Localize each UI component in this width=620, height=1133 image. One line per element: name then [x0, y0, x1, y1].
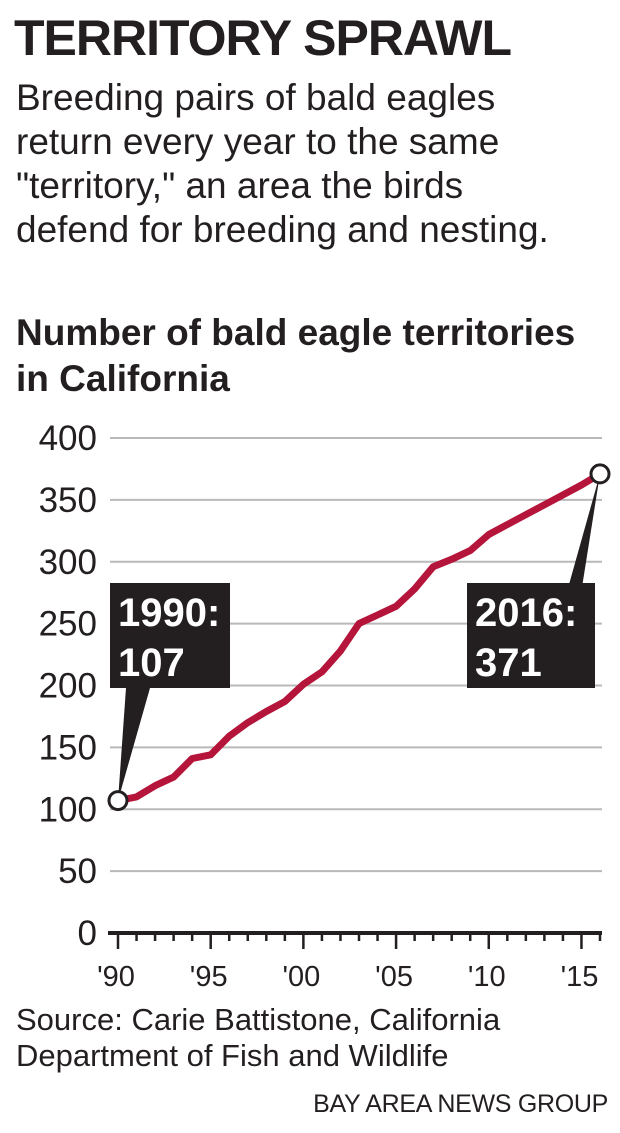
y-tick-label: 400	[39, 419, 97, 458]
data-point	[337, 647, 344, 654]
data-point	[559, 491, 566, 498]
callout-pointer	[540, 473, 600, 688]
credit-line: BAY AREA NEWS GROUP	[313, 1090, 608, 1118]
data-point	[170, 774, 177, 781]
endpoint-marker	[589, 463, 611, 485]
data-point	[411, 585, 418, 592]
data-point	[504, 521, 511, 528]
x-tick-label: '95	[190, 961, 228, 993]
data-point	[281, 698, 288, 705]
data-point	[356, 620, 362, 627]
callout-label-value: 107	[118, 641, 185, 685]
endpoint-marker	[107, 790, 129, 812]
callouts: 1990: 107 2016: 371	[107, 463, 611, 812]
data-point	[207, 751, 214, 758]
line-chart: 0 50 100 150 200 250 300 350 400 '90 '95 '00 '05 '10…	[39, 419, 611, 993]
x-tick-label: '05	[375, 961, 413, 993]
data-point	[430, 563, 437, 570]
graphic-title: TERRITORY SPRAWL	[14, 10, 512, 66]
y-tick-label: 50	[58, 852, 97, 891]
callout-box	[110, 583, 230, 688]
data-point	[226, 733, 233, 740]
data-point	[541, 501, 548, 508]
data-point	[318, 668, 325, 675]
x-tick-label: '00	[282, 961, 320, 993]
data-point	[467, 547, 474, 554]
x-tick-label: '90	[97, 961, 135, 993]
data-point	[374, 611, 381, 618]
data-point	[244, 719, 251, 726]
source-note: Source: Carie Battistone, California Dep…	[16, 1002, 501, 1073]
y-tick-label: 150	[39, 728, 97, 767]
callout-label-year: 2016:	[475, 591, 577, 635]
data-point	[485, 531, 492, 538]
data-point	[578, 482, 585, 489]
data-point	[300, 681, 307, 688]
data-point	[263, 708, 270, 715]
y-tick-label: 200	[39, 667, 97, 706]
y-tick-label: 300	[39, 543, 97, 582]
data-point	[189, 755, 196, 762]
data-point	[152, 782, 159, 789]
y-axis-tick-labels: 0 50 100 150 200 250 300 350 400	[39, 419, 97, 953]
callout-label-value: 371	[475, 641, 542, 685]
graphic-subtitle: Breeding pairs of bald eagles return eve…	[16, 77, 549, 250]
x-tick-label: '10	[468, 961, 506, 993]
y-tick-label: 0	[78, 914, 97, 953]
data-point	[133, 793, 140, 800]
callout-box	[467, 583, 595, 688]
y-tick-label: 100	[39, 790, 97, 829]
callout-label-year: 1990:	[118, 591, 220, 635]
x-tick-label: '15	[561, 961, 599, 993]
axes	[108, 931, 602, 949]
y-tick-label: 350	[39, 481, 97, 520]
data-point	[393, 603, 400, 610]
chart-title: Number of bald eagle territories in Cali…	[16, 312, 576, 399]
series-line-group	[114, 470, 604, 805]
data-point	[522, 511, 529, 518]
y-tick-label: 250	[39, 605, 97, 644]
x-axis-tick-labels: '90 '95 '00 '05 '10 '15	[97, 961, 598, 993]
callout-pointer	[118, 688, 150, 801]
data-point	[448, 556, 455, 563]
